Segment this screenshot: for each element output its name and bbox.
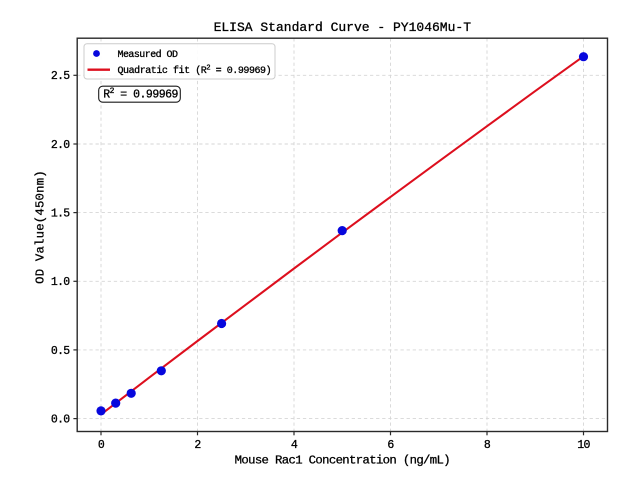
svg-text:2.5: 2.5 — [51, 70, 70, 83]
svg-text:Measured OD: Measured OD — [118, 49, 179, 61]
svg-text:Quadratic fit (R2 = 0.99969): Quadratic fit (R2 = 0.99969) — [118, 65, 272, 78]
svg-text:2.0: 2.0 — [51, 139, 70, 152]
svg-text:6: 6 — [387, 439, 394, 452]
svg-text:OD Value(450nm): OD Value(450nm) — [34, 170, 48, 284]
svg-text:8: 8 — [484, 439, 491, 452]
svg-text:1.0: 1.0 — [51, 276, 70, 289]
svg-text:10: 10 — [577, 439, 590, 452]
svg-text:2: 2 — [194, 439, 201, 452]
svg-text:Mouse Rac1 Concentration (ng/m: Mouse Rac1 Concentration (ng/mL) — [235, 454, 450, 468]
svg-text:0: 0 — [98, 439, 105, 452]
svg-text:R2 = 0.99969: R2 = 0.99969 — [103, 87, 178, 102]
svg-text:0.5: 0.5 — [51, 345, 70, 358]
svg-text:ELISA Standard Curve - PY1046M: ELISA Standard Curve - PY1046Mu-T — [214, 20, 472, 35]
svg-text:0.0: 0.0 — [51, 414, 70, 427]
svg-text:1.5: 1.5 — [51, 208, 70, 221]
svg-text:4: 4 — [291, 439, 298, 452]
